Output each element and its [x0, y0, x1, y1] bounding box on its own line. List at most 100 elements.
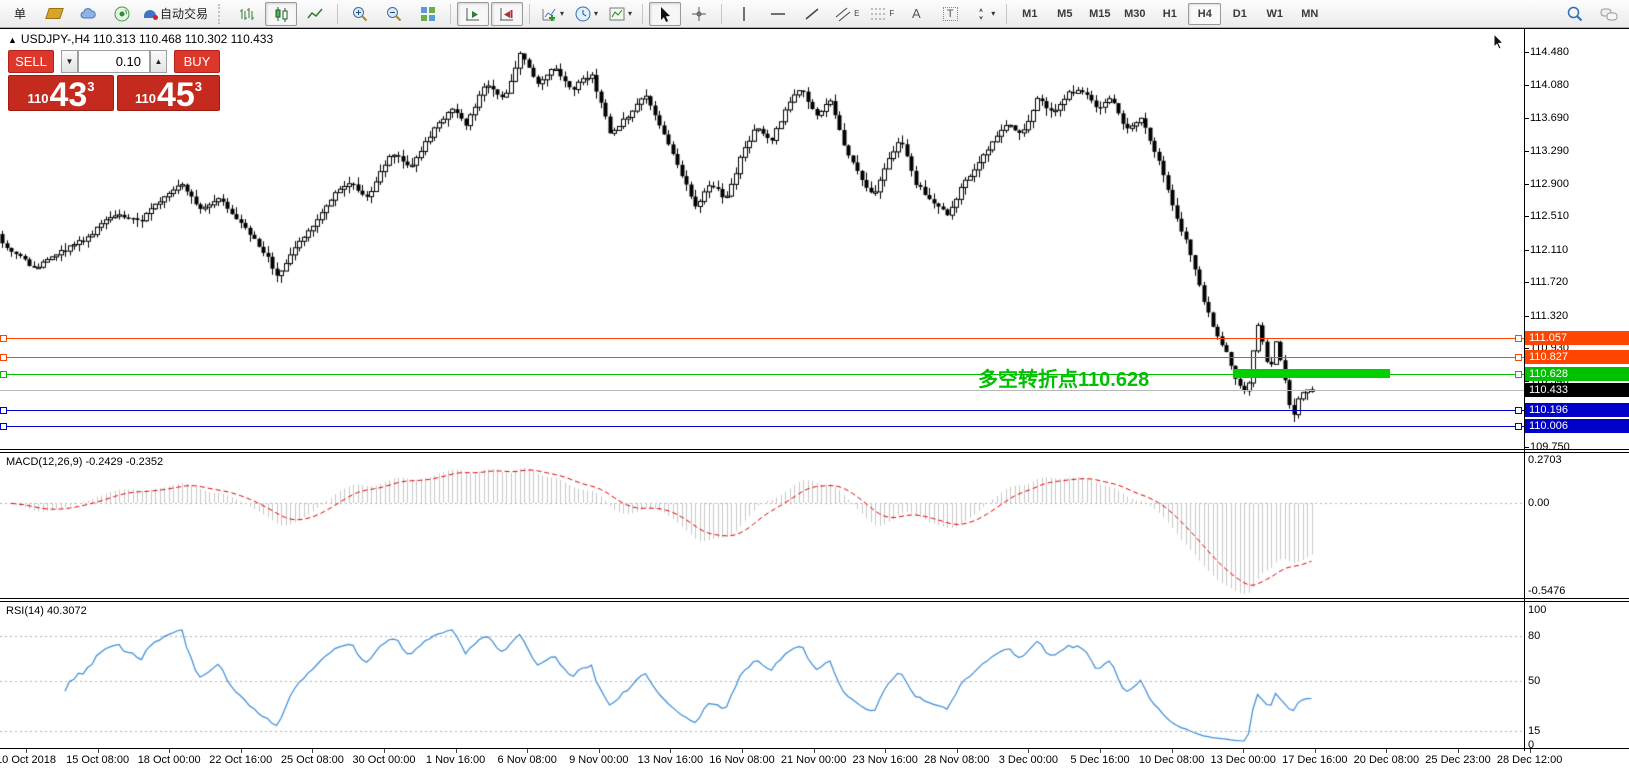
chart-shift-button[interactable]	[491, 1, 524, 26]
bid-price-label: 110.433	[1525, 383, 1629, 397]
price-axis-tick	[1524, 85, 1529, 86]
line-handle[interactable]	[1515, 423, 1522, 430]
time-axis-tick	[742, 749, 743, 753]
volume-input[interactable]	[78, 50, 150, 73]
time-tick-label: 17 Dec 16:00	[1282, 754, 1348, 766]
auto-scroll-icon	[466, 7, 480, 20]
price-level-line-111.057[interactable]	[0, 338, 1524, 339]
volume-increase-button[interactable]: ▲	[150, 50, 167, 73]
toolbar-separator	[450, 3, 452, 24]
horizontal-line-button[interactable]	[762, 2, 794, 26]
buy-button[interactable]: BUY	[174, 50, 220, 73]
zoom-in-icon	[353, 6, 368, 21]
buy-price-box[interactable]: 110 45 3	[117, 75, 220, 112]
equidistant-channel-button[interactable]: E	[830, 2, 863, 26]
toolbar-separator	[721, 3, 723, 24]
line-handle[interactable]	[0, 371, 7, 378]
search-icon[interactable]	[1559, 2, 1591, 26]
collapse-marker-icon[interactable]: ▲	[8, 35, 17, 45]
chart-title: ▲ USDJPY-,H4 110.313 110.468 110.302 110.…	[8, 32, 273, 46]
price-axis-tick	[1524, 381, 1529, 382]
dropdown-caret-icon: ▾	[594, 9, 599, 18]
pivot-highlight-bar[interactable]	[1233, 369, 1390, 378]
periods-button[interactable]: ▾	[570, 2, 602, 26]
timeframe-m30-button[interactable]: M30	[1124, 7, 1146, 20]
new-order-button[interactable]: 单	[13, 7, 26, 21]
time-tick-label: 10 Oct 2018	[0, 754, 56, 766]
sell-price-pip: 3	[87, 79, 95, 94]
fibonacci-button[interactable]: F	[865, 2, 898, 26]
line-handle[interactable]	[0, 335, 7, 342]
price-level-line-110.196[interactable]	[0, 410, 1524, 411]
cloud-icon[interactable]	[72, 2, 104, 26]
chart-bars-button[interactable]	[231, 2, 263, 26]
line-handle[interactable]	[1515, 371, 1522, 378]
text-button[interactable]: A	[911, 6, 921, 21]
vertical-line-button[interactable]	[728, 2, 760, 26]
timeframe-w1-button[interactable]: W1	[1266, 7, 1284, 20]
line-handle[interactable]	[1515, 407, 1522, 414]
buy-price-pip: 3	[194, 79, 203, 94]
price-level-line-110.827[interactable]	[0, 357, 1524, 358]
text-label-button[interactable]: T	[934, 2, 966, 26]
timeframe-h1-button[interactable]: H1	[1162, 7, 1177, 20]
volume-decrease-button[interactable]: ▼	[61, 50, 78, 73]
time-tick-label: 25 Dec 23:00	[1425, 754, 1491, 766]
price-level-line-110.006[interactable]	[0, 426, 1524, 427]
sell-price-box[interactable]: 110 43 3	[8, 75, 114, 112]
timeframe-h4-button[interactable]: H4	[1188, 2, 1222, 25]
price-axis-tick	[1524, 316, 1529, 317]
timeframe-m15-button[interactable]: M15	[1089, 7, 1111, 20]
line-handle[interactable]	[0, 423, 7, 430]
zoom-in-button[interactable]	[344, 2, 376, 26]
price-tick-label: 114.480	[1530, 46, 1569, 58]
price-tick-label: 112.900	[1530, 178, 1569, 190]
signal-glyph	[114, 6, 130, 21]
gold-badge-icon[interactable]	[38, 2, 70, 26]
crosshair-button[interactable]	[683, 2, 715, 26]
sell-button[interactable]: SELL	[8, 50, 54, 73]
auto-scroll-button[interactable]	[457, 1, 490, 26]
chart-top-border	[0, 28, 1629, 29]
timeframe-m5-button[interactable]: M5	[1057, 7, 1073, 20]
line-chart-icon	[307, 8, 323, 18]
line-handle[interactable]	[1515, 354, 1522, 361]
rsi-axis-label: 100	[1528, 604, 1547, 616]
timeframe-d1-button[interactable]: D1	[1232, 7, 1247, 20]
chart-line-button[interactable]	[299, 2, 331, 26]
line-handle[interactable]	[0, 354, 7, 361]
line-handle[interactable]	[0, 407, 7, 414]
zoom-out-button[interactable]	[378, 2, 410, 26]
tile-windows-button[interactable]	[412, 2, 444, 26]
templates-button[interactable]: ▾	[604, 2, 636, 26]
time-tick-label: 20 Dec 08:00	[1353, 754, 1420, 766]
time-tick-label: 30 Oct 00:00	[352, 754, 416, 766]
indicators-button[interactable]: ▾	[536, 2, 568, 26]
time-axis-tick	[814, 749, 815, 753]
cursor-button[interactable]	[649, 1, 682, 26]
timeframe-mn-button[interactable]: MN	[1301, 7, 1319, 20]
chat-icon[interactable]	[1593, 2, 1625, 26]
macd-pane-bottom-border[interactable]	[0, 598, 1629, 599]
dropdown-caret-icon: ▾	[628, 9, 633, 18]
pivot-annotation-text[interactable]: 多空转折点110.628	[978, 369, 1150, 391]
time-axis-tick	[98, 749, 99, 753]
main-pane-bottom-border[interactable]	[0, 449, 1629, 450]
price-axis-tick	[1524, 118, 1529, 119]
timeframe-m1-button[interactable]: M1	[1022, 7, 1038, 20]
toolbar-grip[interactable]	[218, 3, 225, 24]
chart-candles-button[interactable]	[265, 1, 298, 26]
line-handle[interactable]	[1515, 335, 1522, 342]
auto-trading-button[interactable]: 自动交易	[140, 2, 212, 26]
trendline-button[interactable]	[796, 2, 828, 26]
price-level-line-110.433[interactable]	[0, 390, 1524, 391]
arrows-button[interactable]: ▾	[968, 2, 1000, 26]
chart-shift-icon	[500, 7, 514, 20]
time-tick-label: 15 Oct 08:00	[66, 754, 130, 766]
time-tick-label: 28 Nov 08:00	[924, 754, 990, 766]
time-axis-tick	[1243, 749, 1244, 753]
candlestick-chart-canvas[interactable]	[0, 28, 1629, 771]
price-level-line-110.628[interactable]	[0, 374, 1524, 375]
macd-axis-label: 0.00	[1528, 497, 1550, 509]
signal-icon[interactable]	[106, 2, 138, 26]
